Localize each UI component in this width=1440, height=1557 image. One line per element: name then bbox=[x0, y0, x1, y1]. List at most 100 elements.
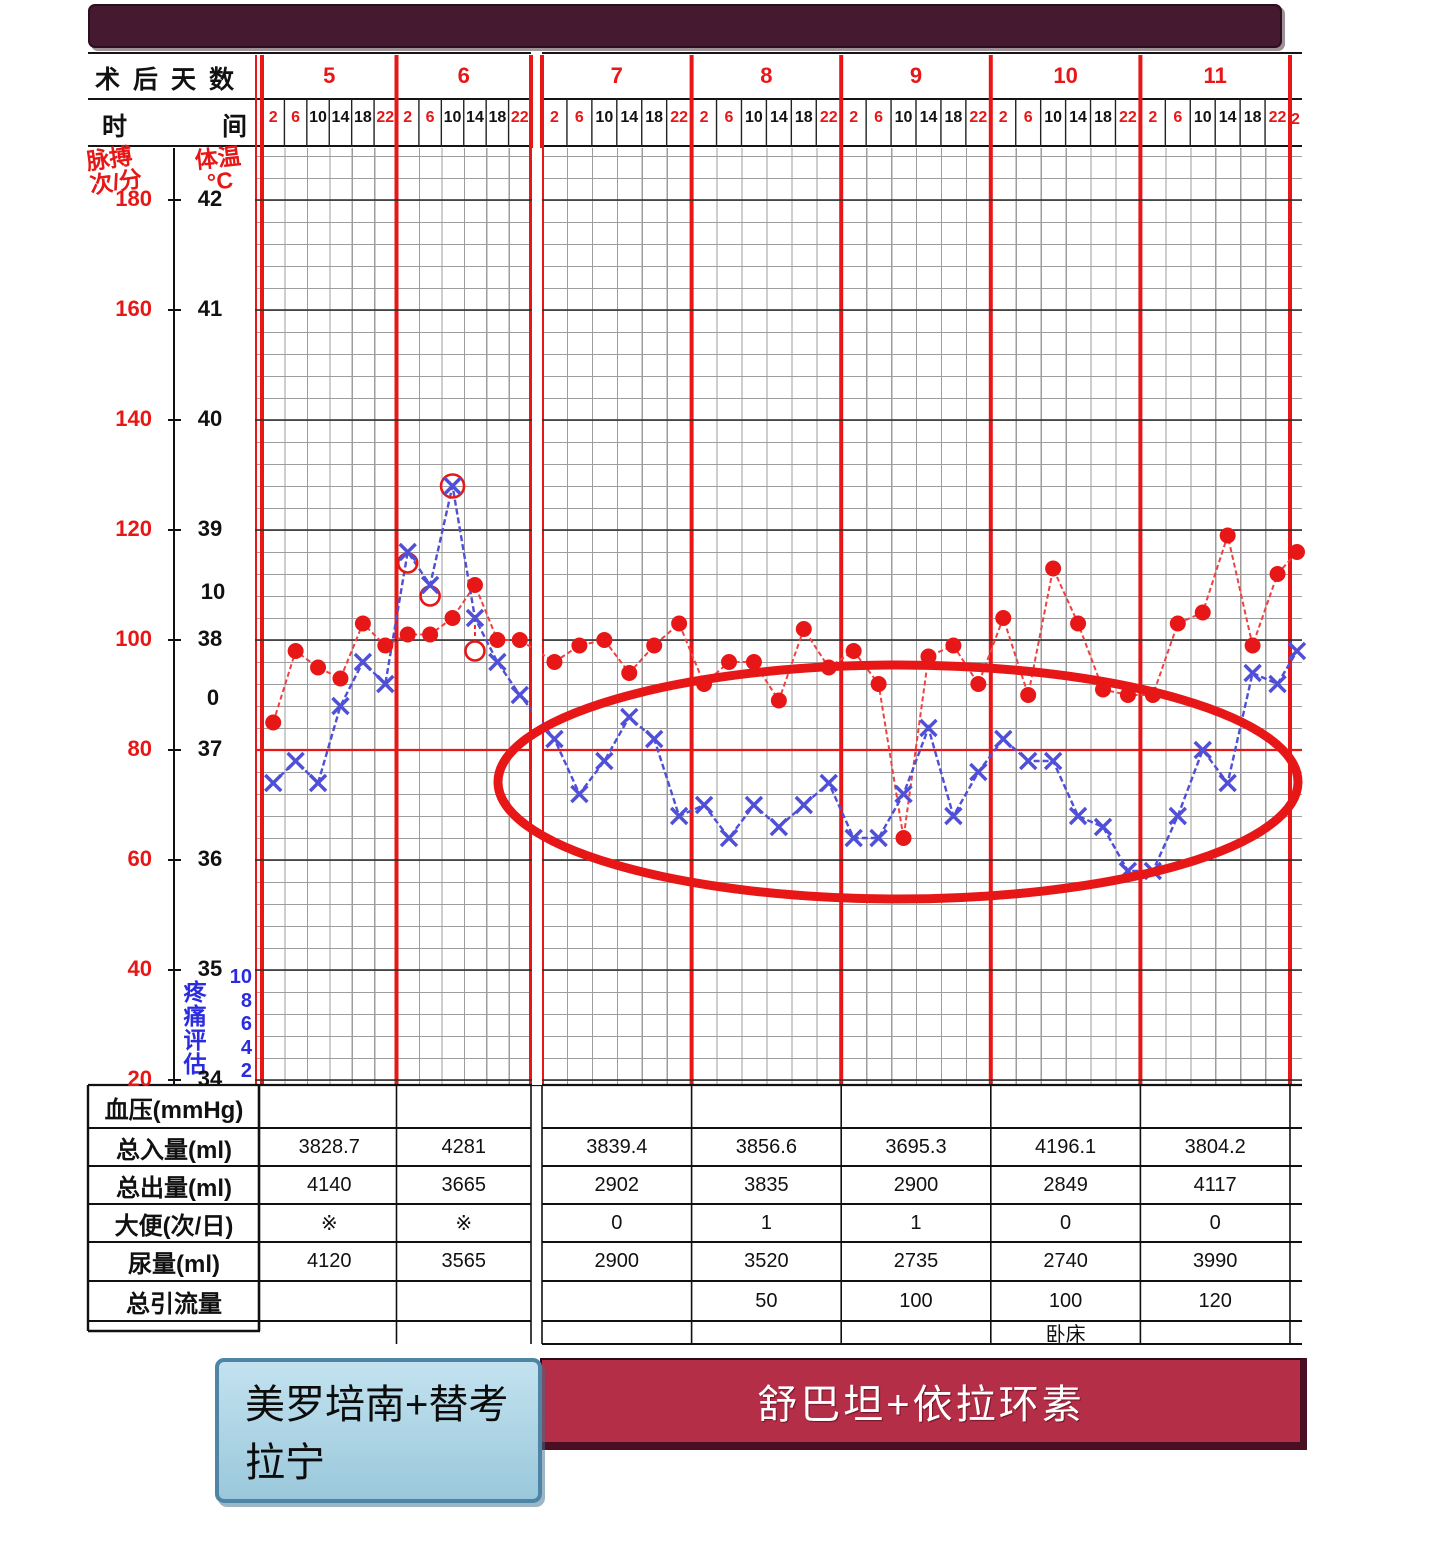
pain-score-axis-title: 疼痛评估 bbox=[180, 980, 206, 1076]
table-row-label: 尿量(ml) bbox=[128, 1251, 220, 1278]
table-row-label: 大便(次/日) bbox=[114, 1212, 234, 1240]
time-tick: 22 bbox=[1268, 109, 1287, 126]
day-number: 6 bbox=[457, 63, 470, 88]
time-tick-partial: 2 bbox=[1291, 111, 1300, 128]
grid-section-days-7-11 bbox=[542, 148, 1302, 1085]
time-tick: 6 bbox=[574, 109, 584, 126]
table-value-cell: 2900 bbox=[594, 1250, 640, 1272]
time-row-label: 时 bbox=[102, 113, 128, 141]
time-tick: 22 bbox=[969, 109, 988, 126]
table-value-cell: 卧床 bbox=[1045, 1324, 1086, 1344]
time-tick: 18 bbox=[1243, 109, 1262, 126]
pulse-axis-tick: 180 bbox=[115, 186, 152, 211]
table-value-cell: 2900 bbox=[893, 1173, 939, 1196]
time-tick: 2 bbox=[403, 109, 413, 126]
time-tick: 6 bbox=[724, 109, 734, 126]
pain-scale-tick: 10 bbox=[229, 966, 252, 988]
time-tick: 18 bbox=[794, 109, 813, 126]
pulse-axis-tick: 100 bbox=[115, 626, 152, 651]
extra-scale-label: 0 bbox=[206, 685, 220, 710]
pain-scale-tick: 6 bbox=[240, 1013, 252, 1035]
header-line bbox=[88, 98, 531, 100]
time-tick: 22 bbox=[1119, 109, 1137, 126]
pulse-axis-tick: 160 bbox=[115, 296, 152, 321]
pulse-axis-tick: 40 bbox=[127, 956, 152, 981]
table-value-cell: 4281 bbox=[441, 1135, 487, 1158]
time-tick: 10 bbox=[894, 109, 913, 126]
temp-axis-tick: 40 bbox=[197, 406, 223, 431]
table-value-cell: 2849 bbox=[1043, 1173, 1088, 1196]
time-tick: 10 bbox=[309, 109, 327, 126]
table-value-cell: 3520 bbox=[744, 1250, 789, 1272]
title-bar bbox=[88, 4, 1282, 48]
time-tick: 18 bbox=[1094, 109, 1112, 126]
temp-axis-tick: 38 bbox=[197, 626, 223, 651]
table-value-cell: 3828.7 bbox=[298, 1135, 360, 1158]
temp-axis-tick: 41 bbox=[197, 296, 223, 321]
table-value-cell: 4117 bbox=[1193, 1173, 1237, 1196]
table-row-label: 总引流量 bbox=[126, 1290, 222, 1318]
time-tick: 6 bbox=[1023, 109, 1033, 126]
time-tick: 22 bbox=[376, 109, 395, 126]
extra-scale-label: 10 bbox=[200, 579, 226, 604]
table-value-cell: 3990 bbox=[1192, 1250, 1238, 1272]
time-tick: 10 bbox=[1193, 109, 1212, 126]
table-value-cell: 1 bbox=[910, 1211, 922, 1234]
table-value-cell: 3804.2 bbox=[1184, 1135, 1246, 1158]
time-tick: 2 bbox=[849, 109, 859, 126]
table-value-cell: ※ bbox=[455, 1212, 473, 1235]
time-tick: 22 bbox=[819, 109, 838, 126]
time-tick: 6 bbox=[874, 109, 884, 126]
temp-axis-tick: 35 bbox=[197, 956, 223, 981]
table-value-cell: 0 bbox=[611, 1211, 623, 1234]
table-value-cell: 0 bbox=[1060, 1211, 1072, 1234]
time-tick: 6 bbox=[291, 109, 301, 126]
temp-axis-tick: 39 bbox=[197, 516, 223, 541]
time-tick: 2 bbox=[1148, 109, 1158, 126]
table-value-cell: 3835 bbox=[744, 1173, 789, 1196]
time-tick: 18 bbox=[645, 109, 664, 126]
pain-scale-tick: 8 bbox=[240, 989, 252, 1012]
table-value-cell: 2740 bbox=[1043, 1250, 1088, 1272]
pulse-axis-tick: 20 bbox=[127, 1066, 152, 1091]
day-number: 9 bbox=[909, 63, 923, 88]
table-row-label: 总入量(ml) bbox=[116, 1136, 232, 1164]
pulse-axis-tick: 140 bbox=[115, 406, 152, 431]
day-number: 5 bbox=[323, 63, 336, 88]
table-value-cell: 1 bbox=[760, 1211, 772, 1234]
table-value-cell: 3839.4 bbox=[586, 1135, 648, 1158]
table-value-cell: 2902 bbox=[594, 1173, 640, 1196]
time-tick: 14 bbox=[919, 109, 938, 126]
time-tick: 14 bbox=[331, 109, 350, 126]
header-line bbox=[88, 52, 531, 54]
section-seam bbox=[531, 148, 542, 1085]
table-value-cell: 3856.6 bbox=[735, 1135, 797, 1158]
time-tick: 18 bbox=[353, 109, 372, 126]
time-tick: 10 bbox=[745, 109, 763, 126]
table-value-cell: 3565 bbox=[441, 1250, 487, 1272]
time-tick: 14 bbox=[769, 109, 788, 126]
pain-scale-tick: 2 bbox=[240, 1060, 252, 1082]
time-tick: 10 bbox=[595, 109, 614, 126]
pulse-axis-tick: 80 bbox=[127, 736, 152, 761]
time-row-label: 间 bbox=[222, 113, 248, 141]
time-tick: 2 bbox=[699, 109, 709, 126]
pulse-axis-tick: 120 bbox=[115, 516, 152, 541]
temp-axis-tick: 37 bbox=[197, 736, 223, 761]
table-row-label: 总出量(ml) bbox=[116, 1174, 232, 1202]
table-value-cell: 3695.3 bbox=[885, 1135, 947, 1158]
table-value-cell: 50 bbox=[755, 1289, 778, 1312]
postop-days-row-label: 术后天数 bbox=[95, 66, 248, 94]
time-tick: 2 bbox=[268, 109, 278, 126]
time-tick: 2 bbox=[998, 109, 1008, 126]
table-value-cell: 100 bbox=[1048, 1289, 1083, 1312]
day-number: 10 bbox=[1053, 63, 1078, 88]
time-tick: 2 bbox=[550, 109, 559, 126]
time-tick: 10 bbox=[1044, 109, 1063, 126]
temp-axis-tick: 36 bbox=[197, 846, 223, 871]
temp-axis-tick: 34 bbox=[197, 1066, 223, 1091]
temp-axis-tick: 42 bbox=[197, 186, 223, 211]
time-tick: 22 bbox=[510, 109, 529, 126]
time-tick: 14 bbox=[466, 109, 484, 126]
